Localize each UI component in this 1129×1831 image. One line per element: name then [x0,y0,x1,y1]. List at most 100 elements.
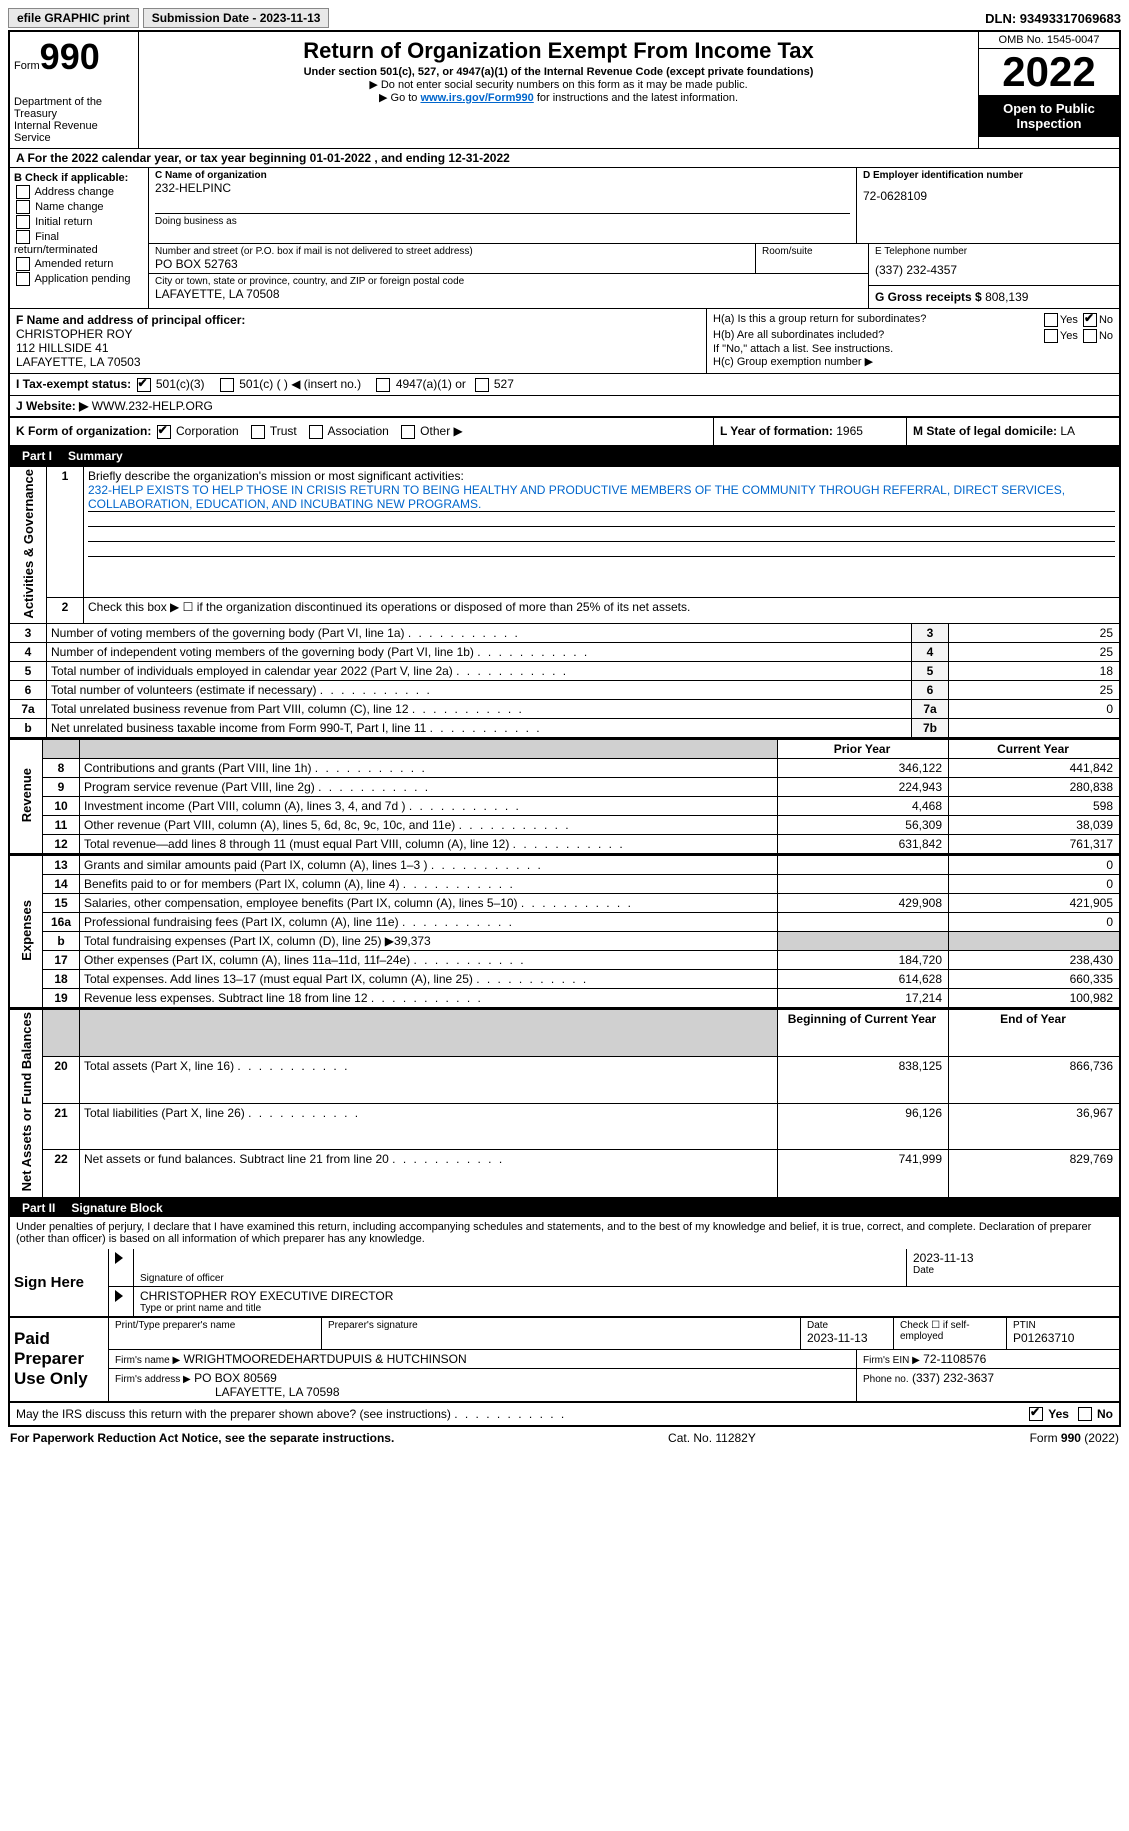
form-title: Return of Organization Exempt From Incom… [147,38,970,64]
addr-value: PO BOX 52763 [155,257,749,271]
cb-initial-return[interactable]: Initial return [14,215,144,229]
col-b-checkboxes: B Check if applicable: Address change Na… [10,168,149,308]
cb-final-return[interactable]: Final return/terminated [14,230,144,256]
note-ssn: ▶ Do not enter social security numbers o… [147,78,970,91]
firm-addr1: PO BOX 80569 [194,1371,277,1385]
header-block-bcdefg: B Check if applicable: Address change Na… [8,168,1121,308]
irs-form990-link[interactable]: www.irs.gov/Form990 [420,92,533,104]
expenses-table: Expenses13Grants and similar amounts pai… [8,855,1121,1009]
row-a-calendar-year: A For the 2022 calendar year, or tax yea… [8,148,1121,168]
cb-application-pending[interactable]: Application pending [14,272,144,286]
footer-mid: Cat. No. 11282Y [668,1431,756,1445]
tel-label: E Telephone number [875,246,1113,257]
top-bar: efile GRAPHIC print Submission Date - 20… [8,8,1121,28]
footer-right-pre: Form [1030,1431,1061,1445]
cb-527[interactable] [475,378,489,392]
cb-501c3[interactable] [137,378,151,392]
o-corp: Corporation [176,424,239,438]
ptin-val: P01263710 [1013,1331,1113,1345]
part1-header: Part I Summary [8,447,1121,465]
part2-header: Part II Signature Block [8,1199,1121,1217]
rowa-end: 12-31-2022 [448,151,509,165]
hb-yes[interactable] [1044,329,1058,343]
addr-label: Number and street (or P.O. box if mail i… [155,246,749,257]
o-4947: 4947(a)(1) or [396,377,466,391]
o-527: 527 [494,377,514,391]
ha-no[interactable] [1083,313,1097,327]
ha-label: H(a) Is this a group return for subordin… [713,313,926,327]
irs-label: Internal Revenue Service [14,120,134,144]
p-date: 2023-11-13 [807,1331,887,1345]
rowa-begin: 01-01-2022 [310,151,371,165]
phone-val: (337) 232-3637 [912,1371,994,1385]
discuss-no[interactable] [1078,1407,1092,1421]
p-sig-lbl: Preparer's signature [328,1320,794,1331]
signature-block: Sign Here Signature of officer 2023-11-1… [8,1249,1121,1403]
cb-amended-return[interactable]: Amended return [14,257,144,271]
cb-other[interactable] [401,425,415,439]
no-lbl2: No [1099,330,1113,342]
m-label: M State of legal domicile: [913,424,1060,438]
date-lbl: Date [913,1265,1113,1276]
yes-lbl: Yes [1060,314,1078,326]
officer-name-title: CHRISTOPHER ROY EXECUTIVE DIRECTOR [140,1289,1113,1303]
ein-label: D Employer identification number [863,170,1113,181]
dept-treasury: Department of the Treasury [14,96,134,120]
o-501c3: 501(c)(3) [156,377,205,391]
ein-value: 72-0628109 [863,181,1113,211]
summary-table: Activities & Governance 1 Briefly descri… [8,465,1121,740]
p-check[interactable]: Check ☐ if self-employed [894,1318,1007,1349]
m-value: LA [1060,424,1075,438]
o-trust: Trust [270,424,297,438]
sign-here-label: Sign Here [10,1249,109,1316]
ha-yes[interactable] [1044,313,1058,327]
arrow-icon [115,1252,123,1264]
firm-addr-lbl: Firm's address ▶ [115,1374,191,1385]
cb-address-change[interactable]: Address change [14,185,144,199]
f-label: F Name and address of principal officer: [16,313,700,327]
paid-preparer-label: Paid Preparer Use Only [10,1318,109,1401]
footer-left: For Paperwork Reduction Act Notice, see … [10,1431,394,1445]
cb-trust[interactable] [251,425,265,439]
revenue-table: RevenuePrior YearCurrent Year8Contributi… [8,739,1121,855]
sig-date: 2023-11-13 [913,1251,1113,1265]
form-word: Form [14,60,40,72]
cb-4947[interactable] [376,378,390,392]
form-subtitle: Under section 501(c), 527, or 4947(a)(1)… [147,66,970,78]
cb-assoc[interactable] [309,425,323,439]
part2-title: Signature Block [71,1201,162,1215]
firm-addr2: LAFAYETTE, LA 70598 [215,1385,340,1399]
firm-ein: 72-1108576 [923,1352,986,1366]
mission-text: 232-HELP EXISTS TO HELP THOSE IN CRISIS … [88,483,1115,512]
row-i: I Tax-exempt status: 501(c)(3) 501(c) ( … [8,374,1121,396]
firm-ein-lbl: Firm's EIN ▶ [863,1355,920,1366]
submission-date-button[interactable]: Submission Date - 2023-11-13 [143,8,330,28]
no-lbl3: No [1097,1407,1113,1421]
omb-number: OMB No. 1545-0047 [979,32,1119,49]
o-other: Other ▶ [420,424,463,438]
part1-title: Summary [68,449,123,463]
p-name-lbl: Print/Type preparer's name [115,1320,315,1331]
form-number: 990 [40,36,100,77]
hb-no[interactable] [1083,329,1097,343]
sig-officer-lbl: Signature of officer [140,1273,900,1284]
note-goto-pre: ▶ Go to [379,92,420,104]
cb-corp[interactable] [157,425,171,439]
officer-addr2: LAFAYETTE, LA 70503 [16,355,700,369]
discuss-yes[interactable] [1029,1407,1043,1421]
name-title-lbl: Type or print name and title [140,1303,1113,1314]
row-k: K Form of organization: Corporation Trus… [8,417,1121,447]
part1-tab: Part I [14,449,60,463]
efile-print-button[interactable]: efile GRAPHIC print [8,8,139,28]
vlabel-activities: Activities & Governance [21,469,36,619]
website-value: WWW.232-HELP.ORG [92,399,213,413]
officer-name: CHRISTOPHER ROY [16,327,700,341]
cb-501c[interactable] [220,378,234,392]
org-name: 232-HELPINC [155,181,850,195]
j-label: J Website: ▶ [16,399,92,413]
hb-label: H(b) Are all subordinates included? [713,329,884,343]
cb-name-change[interactable]: Name change [14,200,144,214]
no-lbl: No [1099,314,1113,326]
i-label: I Tax-exempt status: [16,377,131,391]
row-j: J Website: ▶ WWW.232-HELP.ORG [8,396,1121,417]
